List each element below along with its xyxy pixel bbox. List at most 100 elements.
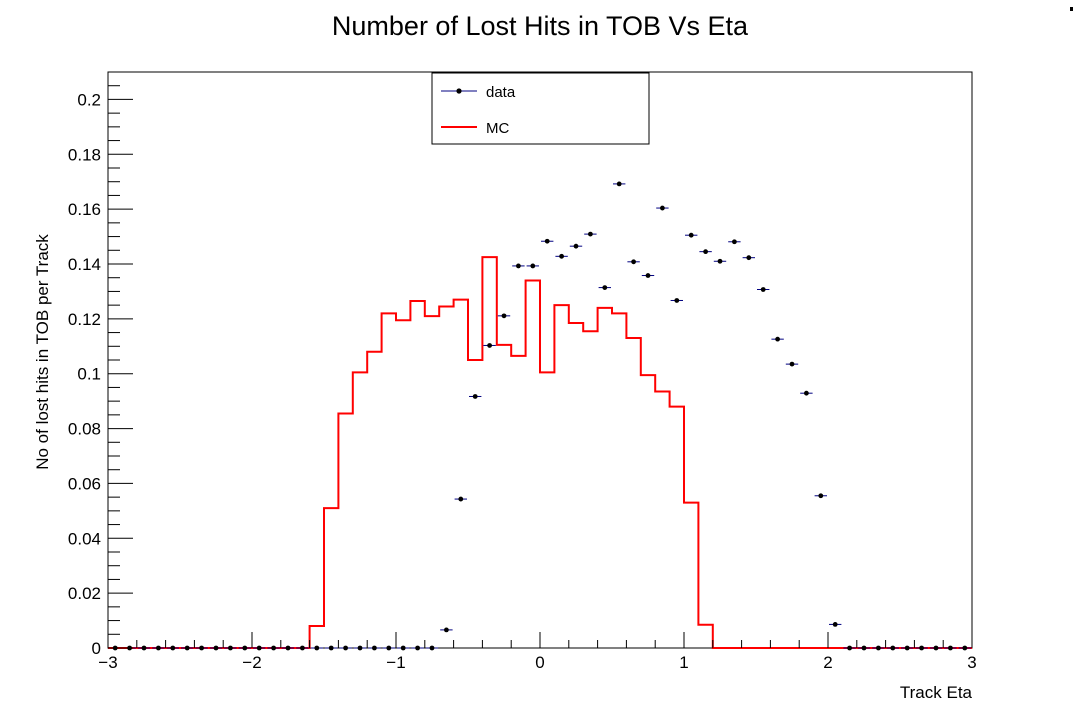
data-marker	[213, 645, 219, 651]
data-point	[857, 645, 871, 651]
data-marker	[616, 181, 622, 187]
data-point	[512, 263, 525, 269]
x-axis-label: Track Eta	[900, 683, 973, 702]
mc-series	[108, 256, 972, 649]
data-marker	[847, 645, 852, 651]
data-point	[339, 645, 352, 651]
data-marker	[876, 645, 881, 651]
data-marker	[458, 496, 464, 502]
data-point	[425, 645, 439, 651]
data-point	[137, 645, 151, 651]
data-point	[555, 253, 568, 259]
data-point	[353, 645, 367, 651]
data-point	[613, 181, 626, 187]
data-marker	[948, 645, 953, 651]
y-tick-label: 0.18	[68, 145, 101, 164]
data-point	[397, 645, 410, 651]
data-marker	[487, 343, 492, 348]
data-marker	[775, 336, 780, 342]
data-marker	[688, 232, 694, 238]
data-marker	[184, 645, 190, 651]
data-point	[670, 298, 683, 303]
data-point	[411, 645, 424, 651]
data-marker	[818, 493, 824, 499]
data-point	[843, 645, 856, 651]
data-point	[267, 645, 280, 651]
data-marker	[357, 645, 363, 651]
data-point	[627, 259, 640, 265]
data-point	[699, 249, 712, 255]
legend: data MC	[431, 72, 650, 145]
axes: −3 −2 −1 0 1 2 3 0 0.02 0.04 0.06 0.08 0.1 0.12 0.14 0.…	[68, 71, 977, 672]
data-marker	[242, 645, 248, 651]
data-point	[440, 627, 453, 633]
data-marker	[530, 263, 536, 269]
data-marker	[156, 645, 161, 651]
data-point	[195, 645, 208, 651]
data-point	[886, 645, 899, 651]
data-point	[497, 313, 511, 319]
data-marker	[386, 645, 392, 651]
y-tick-label: 0.1	[77, 365, 101, 384]
data-marker	[804, 390, 809, 396]
data-marker	[285, 645, 291, 651]
data-marker	[962, 645, 968, 651]
data-marker	[501, 313, 507, 319]
y-tick-label: 0.08	[68, 420, 101, 439]
data-point	[713, 258, 727, 264]
y-axis-label: No of lost hits in TOB per Track	[33, 234, 52, 470]
data-marker	[444, 627, 449, 633]
y-tick-label: 0.16	[68, 200, 101, 219]
data-point	[742, 255, 755, 261]
data-point	[771, 336, 784, 342]
chart-title: Number of Lost Hits in TOB Vs Eta	[332, 11, 749, 41]
data-marker	[544, 238, 550, 244]
data-marker	[170, 645, 176, 651]
data-point	[224, 645, 237, 651]
data-point	[656, 205, 669, 211]
data-point	[281, 645, 295, 651]
data-marker	[559, 253, 564, 259]
data-marker	[904, 645, 910, 651]
data-point	[483, 343, 496, 348]
data-point	[584, 231, 597, 237]
data-point	[310, 645, 323, 651]
data-point	[641, 273, 655, 278]
data-point	[569, 243, 583, 249]
y-tick-label: 0.06	[68, 474, 101, 493]
data-marker	[717, 258, 723, 264]
data-marker	[372, 645, 377, 651]
data-point	[238, 645, 251, 651]
x-tick-label: −3	[98, 653, 117, 672]
data-point	[958, 645, 971, 651]
data-marker	[602, 285, 608, 290]
data-marker	[314, 645, 320, 651]
data-point	[209, 645, 223, 651]
data-marker	[933, 645, 939, 651]
data-marker	[919, 645, 924, 651]
data-marker	[256, 645, 262, 651]
data-point	[901, 645, 914, 651]
legend-data-marker	[456, 88, 462, 94]
y-tick-label: 0.2	[77, 90, 101, 109]
data-marker	[631, 259, 636, 265]
data-marker	[746, 255, 752, 261]
data-marker	[573, 243, 579, 249]
y-tick-label: 0.04	[68, 529, 101, 548]
data-marker	[645, 273, 651, 278]
data-marker	[141, 645, 147, 651]
data-marker	[400, 645, 406, 651]
data-point	[944, 645, 957, 651]
y-tick-label: 0.02	[68, 584, 101, 603]
data-marker	[343, 645, 348, 651]
data-point	[685, 232, 698, 238]
mc-histogram-line	[108, 256, 972, 649]
corner-mark	[1070, 7, 1073, 11]
data-marker	[199, 645, 205, 651]
data-point	[152, 645, 165, 651]
data-marker	[271, 645, 276, 651]
data-point	[915, 645, 928, 651]
data-point	[368, 645, 381, 651]
y-tick-label: 0.14	[68, 255, 101, 274]
